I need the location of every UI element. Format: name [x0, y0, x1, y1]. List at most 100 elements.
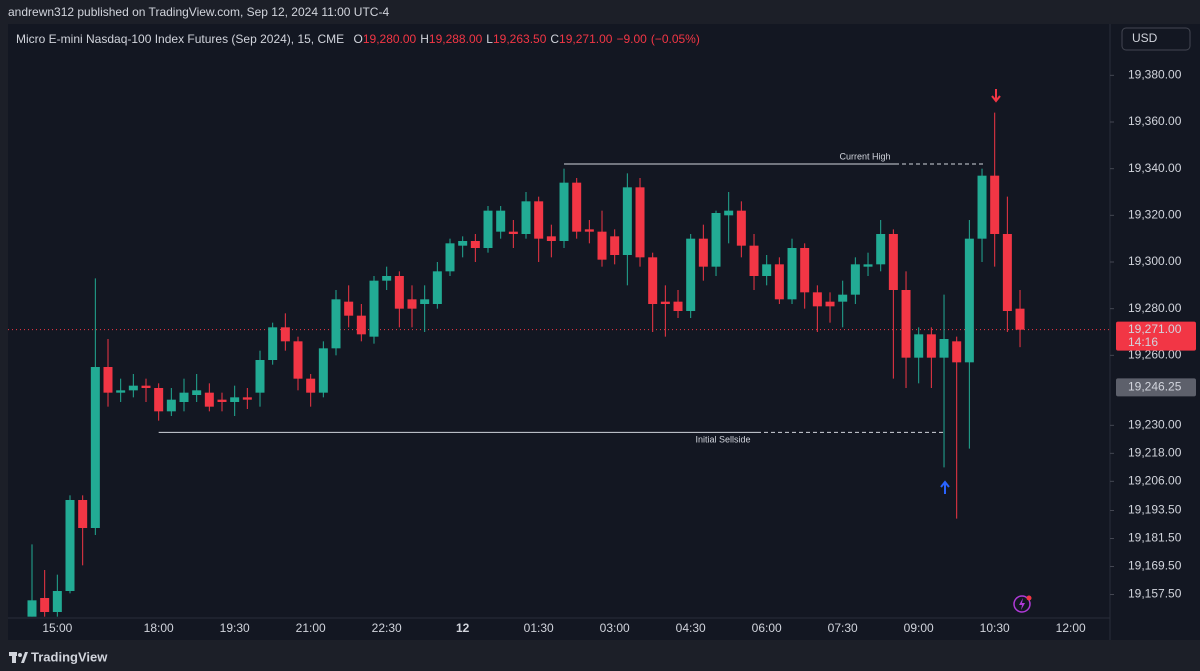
- candle-body: [230, 397, 240, 402]
- candle-body: [850, 264, 860, 295]
- x-tick-label: 06:00: [752, 621, 782, 635]
- ohlc-key: O: [354, 32, 363, 46]
- x-tick-label: 10:30: [980, 621, 1010, 635]
- candle-body: [901, 290, 911, 358]
- x-tick-label: 03:00: [600, 621, 630, 635]
- candle-body: [369, 280, 379, 337]
- candle-body: [939, 339, 949, 358]
- candle-body: [635, 187, 645, 258]
- y-tick-label: 19,157.50: [1128, 587, 1182, 601]
- candle-body: [749, 245, 759, 276]
- candle-body: [686, 238, 696, 311]
- x-tick-label: 01:30: [524, 621, 554, 635]
- level-label: Initial Sellside: [695, 435, 750, 445]
- candle-body: [217, 399, 227, 402]
- candle-body: [724, 210, 734, 216]
- last-price-box: [1116, 321, 1196, 351]
- candle-body: [838, 294, 848, 302]
- brand-logo: [9, 652, 28, 663]
- candle-body: [534, 201, 544, 239]
- candle-body: [116, 390, 126, 393]
- last-price-label: 19,271.00: [1128, 322, 1182, 336]
- candle-body: [863, 264, 873, 267]
- ohlc-value: 19,263.50: [493, 32, 547, 46]
- candle-body: [711, 213, 721, 267]
- candle-body: [774, 264, 784, 300]
- candle-body: [914, 334, 924, 358]
- price-marker-box: [1116, 378, 1196, 397]
- symbol-title: Micro E-mini Nasdaq-100 Index Futures (S…: [16, 32, 344, 46]
- candle-body: [660, 301, 670, 304]
- ohlc-value: 19,288.00: [429, 32, 483, 46]
- y-tick-label: 19,340.00: [1128, 161, 1182, 175]
- countdown-label: 14:16: [1128, 335, 1158, 349]
- candle-body: [1002, 234, 1012, 311]
- candle-body: [268, 327, 278, 360]
- ohlc-value: 19,280.00: [363, 32, 417, 46]
- candle-body: [546, 236, 556, 241]
- symbol-line: Micro E-mini Nasdaq-100 Index Futures (S…: [16, 32, 700, 46]
- candle-body: [521, 201, 531, 234]
- x-tick-label: 22:30: [372, 621, 402, 635]
- candle-body: [306, 378, 316, 393]
- candle-body: [382, 276, 392, 281]
- y-tick-label: 19,320.00: [1128, 208, 1182, 222]
- y-tick-label: 19,280.00: [1128, 301, 1182, 315]
- candle-body: [242, 397, 252, 400]
- y-tick-label: 19,300.00: [1128, 254, 1182, 268]
- ohlc-value: 19,271.00: [559, 32, 613, 46]
- candle-body: [52, 591, 62, 612]
- candle-body: [432, 271, 442, 304]
- candle-body: [394, 276, 404, 309]
- footer: [0, 645, 1200, 671]
- x-tick-label: 19:30: [220, 621, 250, 635]
- candle-body: [103, 367, 113, 393]
- candle-body: [888, 234, 898, 290]
- candle-body: [787, 248, 797, 300]
- candle-body: [331, 299, 341, 349]
- candle-body: [825, 301, 835, 307]
- ohlc-key: H: [420, 32, 429, 46]
- candle-body: [952, 341, 962, 363]
- candle-body: [40, 598, 50, 612]
- y-tick-label: 19,360.00: [1128, 114, 1182, 128]
- currency-label[interactable]: USD: [1132, 31, 1158, 45]
- y-tick-label: 19,230.00: [1128, 418, 1182, 432]
- alert-icon: [1013, 595, 1032, 613]
- candle-body: [179, 392, 189, 402]
- candle-body: [255, 360, 265, 393]
- plot-area: [8, 24, 1110, 640]
- x-tick-label: 18:00: [144, 621, 174, 635]
- candle-body: [559, 182, 569, 241]
- brand-name: TradingView: [31, 649, 108, 664]
- candle-body: [318, 348, 328, 393]
- x-tick-label: 07:30: [828, 621, 858, 635]
- candle-body: [192, 390, 202, 395]
- candle-body: [597, 231, 607, 260]
- x-tick-label: 12: [456, 621, 470, 635]
- candle-body: [610, 236, 620, 255]
- candle-body: [812, 292, 822, 307]
- candle-body: [420, 299, 430, 304]
- ohlc-key: C: [550, 32, 559, 46]
- change-pct: (−0.05%): [651, 32, 700, 46]
- change: −9.00: [616, 32, 647, 46]
- candle-body: [445, 243, 455, 272]
- candle-body: [876, 234, 886, 265]
- price-marker-label: 19,246.25: [1128, 380, 1182, 394]
- down-arrow: [991, 89, 1001, 103]
- candle-body: [977, 175, 987, 239]
- candle-body: [964, 238, 974, 363]
- y-tick-label: 19,181.50: [1128, 531, 1182, 545]
- candle-body: [65, 500, 75, 591]
- candle-body: [926, 334, 936, 358]
- candle-body: [90, 367, 100, 528]
- currency-button[interactable]: [1121, 27, 1191, 51]
- y-tick-label: 19,193.50: [1128, 503, 1182, 517]
- candle-body: [990, 175, 1000, 234]
- candle-body: [698, 238, 708, 267]
- candle-body: [673, 301, 683, 311]
- x-tick-label: 09:00: [904, 621, 934, 635]
